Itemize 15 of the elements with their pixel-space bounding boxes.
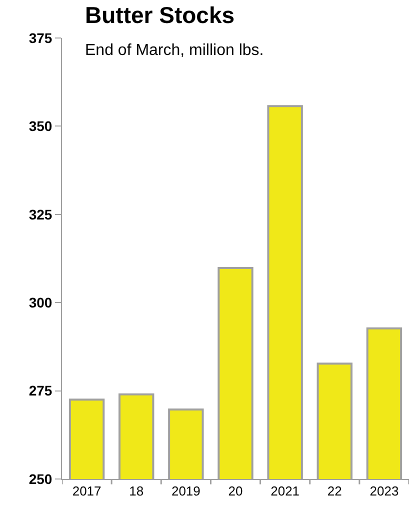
x-tick-label: 22 <box>327 484 342 499</box>
y-tick-label: 250 <box>28 470 52 487</box>
y-tick-label: 350 <box>28 118 52 134</box>
y-tick-label: 275 <box>28 382 52 399</box>
x-tick-label: 2021 <box>270 484 300 499</box>
x-tick-label: 20 <box>228 484 243 499</box>
chart-title: Butter Stocks <box>85 2 235 28</box>
x-tick-label: 18 <box>129 484 144 499</box>
y-tick-label: 300 <box>28 294 52 310</box>
y-tick-label: 375 <box>28 30 52 46</box>
x-tick-label: 2019 <box>171 484 200 499</box>
x-tick-label: 2023 <box>370 484 399 499</box>
y-tick-label: 325 <box>28 206 52 222</box>
chart-subtitle: End of March, million lbs. <box>85 42 264 59</box>
x-tick-label: 2017 <box>72 484 102 499</box>
